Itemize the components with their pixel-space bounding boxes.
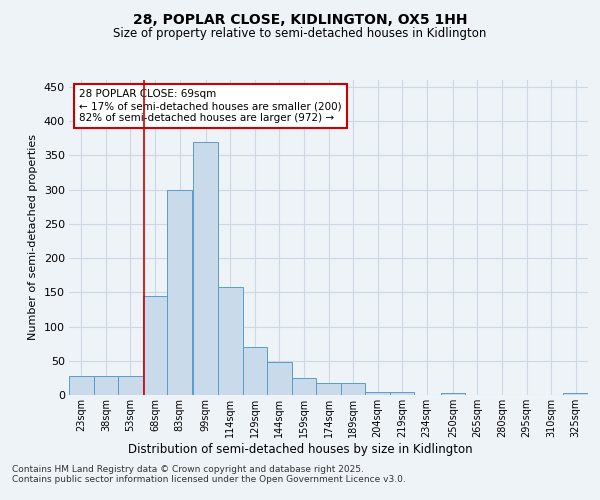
Bar [69, 376, 94, 395]
Bar [440, 393, 465, 395]
Bar [167, 190, 192, 395]
Bar [118, 376, 143, 395]
Text: Size of property relative to semi-detached houses in Kidlington: Size of property relative to semi-detach… [113, 28, 487, 40]
Bar [218, 287, 242, 395]
Bar [143, 296, 167, 395]
Bar [341, 384, 365, 395]
Bar [390, 392, 415, 395]
Bar [292, 378, 316, 395]
Text: 28, POPLAR CLOSE, KIDLINGTON, OX5 1HH: 28, POPLAR CLOSE, KIDLINGTON, OX5 1HH [133, 12, 467, 26]
Bar [563, 393, 588, 395]
Bar [267, 362, 292, 395]
Bar [193, 142, 218, 395]
Bar [94, 376, 118, 395]
Text: 28 POPLAR CLOSE: 69sqm
← 17% of semi-detached houses are smaller (200)
82% of se: 28 POPLAR CLOSE: 69sqm ← 17% of semi-det… [79, 90, 342, 122]
Bar [316, 384, 341, 395]
Bar [242, 347, 267, 395]
Text: Distribution of semi-detached houses by size in Kidlington: Distribution of semi-detached houses by … [128, 442, 472, 456]
Text: Contains HM Land Registry data © Crown copyright and database right 2025.
Contai: Contains HM Land Registry data © Crown c… [12, 465, 406, 484]
Bar [365, 392, 390, 395]
Y-axis label: Number of semi-detached properties: Number of semi-detached properties [28, 134, 38, 340]
